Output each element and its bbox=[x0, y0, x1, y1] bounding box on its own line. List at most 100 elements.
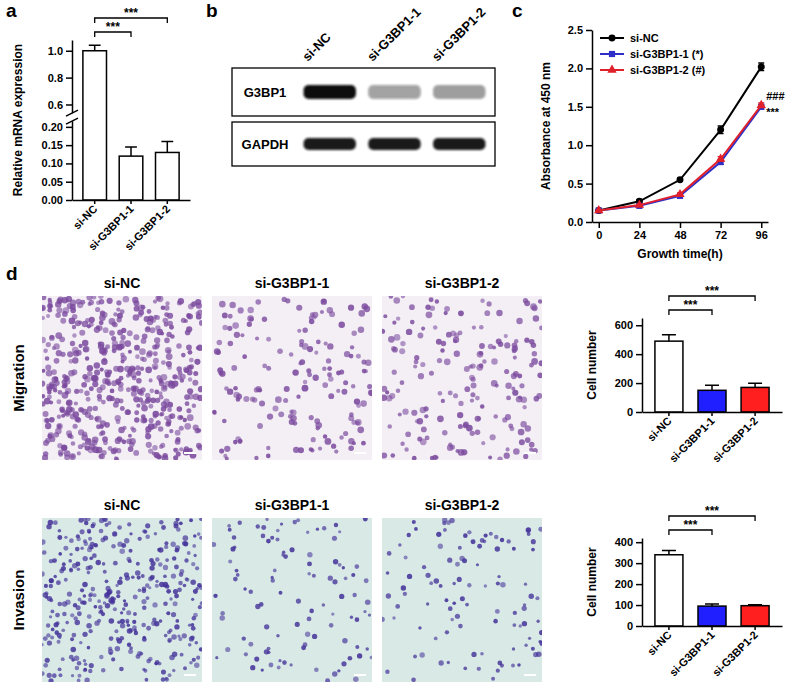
cell bbox=[418, 333, 424, 339]
tick-mark bbox=[66, 181, 72, 183]
cell bbox=[197, 583, 202, 588]
cell bbox=[370, 656, 372, 659]
cell bbox=[536, 393, 542, 399]
blot-frame bbox=[232, 122, 495, 166]
cell bbox=[149, 327, 155, 333]
cell bbox=[173, 601, 178, 606]
cell bbox=[333, 559, 338, 564]
cell bbox=[225, 647, 230, 652]
cell bbox=[435, 299, 439, 303]
tick-mark bbox=[639, 222, 641, 228]
cell bbox=[266, 446, 270, 450]
cell bbox=[194, 641, 198, 645]
tick-label: 0.00 bbox=[42, 194, 63, 206]
cell bbox=[213, 594, 217, 598]
cell bbox=[489, 532, 493, 536]
cell bbox=[223, 454, 227, 458]
cell bbox=[135, 365, 140, 370]
cell bbox=[327, 307, 333, 313]
cell bbox=[504, 342, 510, 348]
cell bbox=[116, 594, 120, 598]
cell bbox=[158, 455, 162, 459]
cell bbox=[99, 453, 105, 459]
cell bbox=[76, 605, 81, 610]
column-label: si-G3BP1-1 bbox=[255, 497, 330, 513]
cell bbox=[88, 565, 93, 570]
significance-label: *** bbox=[106, 20, 120, 34]
cell bbox=[512, 623, 516, 627]
cell bbox=[145, 426, 151, 432]
cell bbox=[96, 560, 101, 565]
cell bbox=[446, 332, 452, 338]
cell bbox=[108, 649, 113, 654]
cell bbox=[152, 445, 157, 450]
axis-break bbox=[65, 110, 79, 124]
cell bbox=[236, 573, 240, 577]
cell bbox=[425, 304, 430, 309]
cell bbox=[414, 527, 418, 531]
tick: 48 bbox=[674, 222, 686, 241]
axis-title: Relative mRNA expression bbox=[11, 44, 25, 196]
axis: si-NCsi-G3BP1-1si-G3BP1-2 bbox=[643, 412, 783, 465]
micrograph-background bbox=[42, 518, 202, 682]
cell bbox=[249, 317, 254, 322]
bar bbox=[741, 606, 769, 626]
cell bbox=[348, 445, 354, 451]
cell bbox=[254, 456, 258, 460]
plot-area bbox=[83, 45, 179, 200]
cell bbox=[248, 590, 253, 595]
tick-mark bbox=[636, 325, 642, 327]
cell bbox=[122, 607, 125, 610]
cell bbox=[72, 314, 78, 320]
cell bbox=[72, 333, 76, 337]
row-label: G3BP1 bbox=[244, 85, 287, 100]
cell bbox=[390, 453, 395, 458]
error-bar bbox=[748, 605, 762, 606]
cell bbox=[425, 573, 430, 578]
cell bbox=[99, 424, 104, 429]
cell bbox=[411, 677, 416, 682]
cell bbox=[184, 319, 188, 323]
cell bbox=[448, 442, 452, 446]
cell bbox=[455, 562, 460, 567]
cell bbox=[91, 522, 95, 526]
cell bbox=[512, 547, 516, 551]
cell bbox=[73, 424, 78, 429]
cell bbox=[182, 633, 187, 638]
cell bbox=[129, 549, 133, 553]
cell bbox=[343, 380, 348, 385]
cell bbox=[182, 541, 187, 546]
cell bbox=[247, 315, 253, 321]
cell bbox=[129, 532, 132, 535]
cell bbox=[64, 578, 68, 582]
marker bbox=[717, 126, 724, 133]
cell bbox=[115, 646, 121, 652]
cell bbox=[222, 313, 228, 319]
cell bbox=[438, 660, 443, 665]
cell bbox=[336, 389, 340, 393]
error-bar bbox=[125, 147, 137, 156]
tick: 100 bbox=[615, 599, 642, 611]
cell bbox=[282, 550, 285, 553]
cell bbox=[322, 299, 326, 303]
cell bbox=[248, 642, 253, 647]
cell bbox=[69, 407, 74, 412]
cell bbox=[267, 413, 273, 419]
cell bbox=[332, 671, 338, 677]
cell bbox=[49, 335, 55, 341]
plot-area bbox=[655, 335, 769, 412]
cell bbox=[42, 401, 45, 406]
tick-label: si-G3BP1-1 bbox=[667, 415, 717, 465]
cell bbox=[71, 369, 77, 375]
cell bbox=[336, 371, 341, 376]
cell bbox=[87, 365, 93, 371]
cell bbox=[166, 611, 170, 615]
error-bar bbox=[718, 126, 724, 134]
bar bbox=[698, 390, 726, 412]
cell bbox=[264, 624, 269, 629]
cell bbox=[138, 310, 144, 316]
cell bbox=[70, 637, 74, 641]
cell bbox=[147, 350, 153, 356]
cell bbox=[219, 371, 225, 377]
cell bbox=[71, 441, 76, 446]
